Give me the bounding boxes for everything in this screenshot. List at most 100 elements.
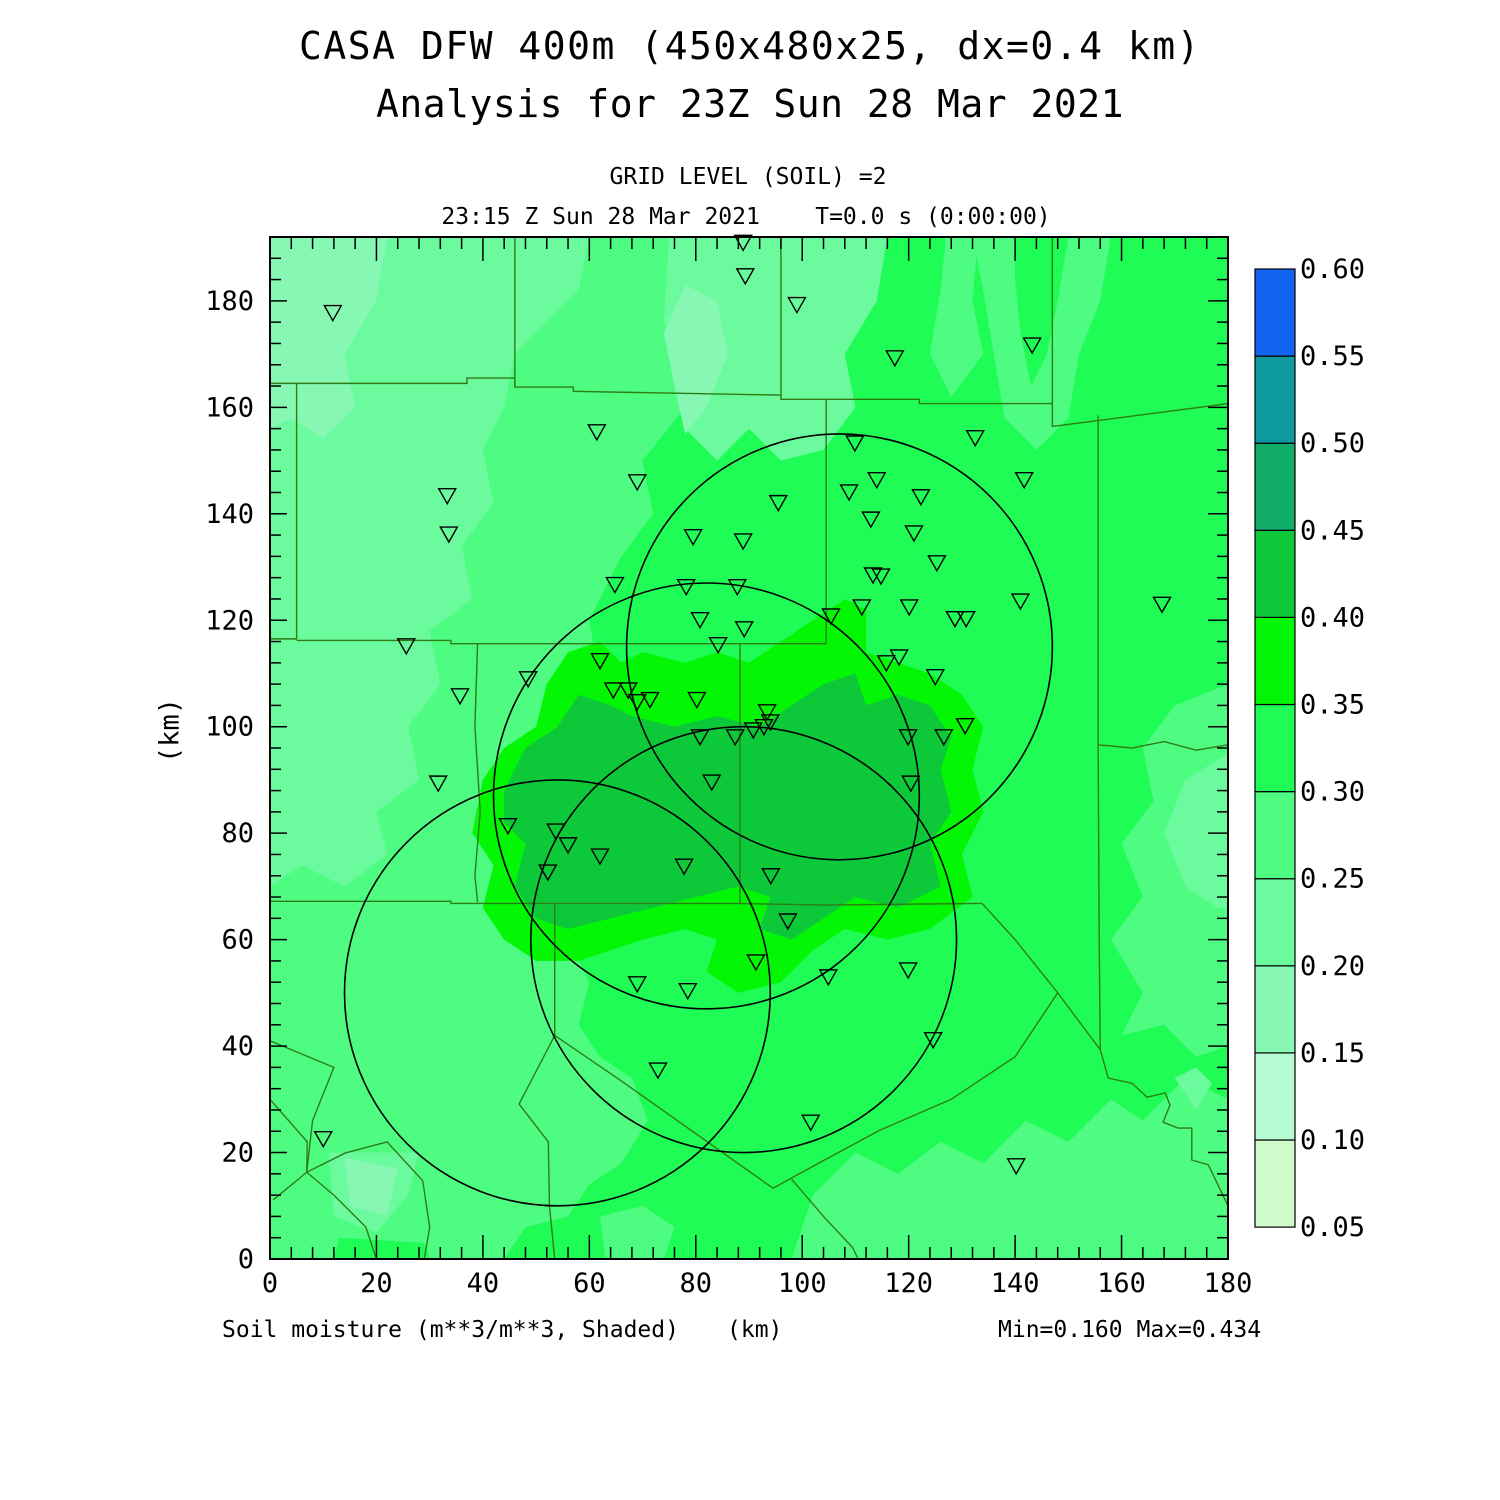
colorbar-label: 0.25 (1300, 864, 1365, 895)
station-marker-icon (733, 533, 753, 551)
station-marker-icon (757, 704, 777, 722)
station-marker-icon (396, 638, 416, 656)
station-marker-icon (761, 868, 781, 886)
station-marker-icon (898, 962, 918, 980)
x-tick-label: 100 (778, 1268, 827, 1299)
y-tick-label: 180 (205, 286, 254, 317)
colorbar-label: 0.20 (1300, 951, 1365, 982)
county-boundary-line (772, 992, 1059, 1189)
contour-region-0.20-0.25 (1174, 1067, 1213, 1110)
colorbar-label: 0.05 (1300, 1212, 1365, 1243)
contour-shading (270, 237, 1228, 1259)
station-marker-icon (437, 487, 457, 506)
colorbar-label: 0.30 (1300, 777, 1365, 808)
station-marker-icon (690, 729, 710, 747)
station-marker-icon (861, 511, 881, 529)
station-marker-icon (871, 568, 891, 586)
x-tick-label: 20 (360, 1268, 393, 1299)
colorbar-block (1254, 355, 1296, 444)
colorbar-label: 0.10 (1300, 1125, 1365, 1156)
station-marker-icon (727, 579, 747, 597)
shaded-variable-caption: Soil moisture (m**3/m**3, Shaded) (222, 1317, 679, 1343)
y-tick-label: 100 (205, 712, 254, 743)
station-marker-icon (863, 567, 883, 585)
y-tick-label: 120 (205, 605, 254, 636)
county-boundary-line (270, 383, 298, 640)
station-marker-icon (818, 969, 839, 987)
station-marker-icon (934, 729, 954, 747)
min-max-label: Min=0.160 Max=0.434 (998, 1317, 1262, 1343)
station-marker-icon (676, 579, 696, 597)
valid-time-label: 23:15 Z Sun 28 Mar 2021 T=0.0 s (0:00:00… (441, 204, 1051, 230)
county-boundary-line (270, 377, 1228, 428)
radar-range-circle (343, 779, 772, 1207)
x-tick-label: 160 (1097, 1268, 1146, 1299)
y-tick-label: 60 (221, 925, 254, 956)
station-marker-icon (708, 637, 728, 655)
station-marker-icon (1014, 472, 1034, 490)
station-marker-icon (323, 304, 343, 323)
station-marker-icon (852, 599, 872, 617)
colorbar-label: 0.35 (1300, 690, 1365, 721)
colorbar-block (1254, 268, 1296, 357)
station-markers (313, 234, 1172, 1176)
station-marker-icon (839, 484, 859, 502)
station-marker-icon (925, 668, 945, 687)
station-marker-icon (498, 818, 518, 836)
station-marker-icon (1010, 593, 1031, 611)
contour-region-0.20-0.25 (1164, 753, 1228, 908)
station-marker-icon (743, 722, 763, 740)
radar-range-circle (492, 582, 921, 1010)
colorbar-block (1254, 878, 1296, 967)
contour-region-0.20-0.25 (663, 237, 888, 461)
y-tick-label: 0 (238, 1244, 254, 1275)
colorbar: 0.05 0.10 0.15 0.20 0.25 0.30 0.35 0.40 0.45 0.50… (1254, 254, 1365, 1243)
station-marker-icon (428, 775, 448, 793)
station-marker-icon (760, 714, 780, 732)
contour-region-0.25-0.30 (599, 1205, 675, 1259)
station-marker-icon (702, 774, 722, 792)
colorbar-label: 0.60 (1300, 254, 1365, 285)
station-marker-icon (889, 649, 909, 667)
x-tick-label: 120 (884, 1268, 933, 1299)
station-marker-icon (867, 472, 887, 490)
x-axis-labels: 0 20 40 60 80 100 120 140 160 180 (262, 1268, 1253, 1299)
y-tick-label: 80 (221, 818, 254, 849)
station-marker-icon (690, 612, 710, 630)
station-marker-icon (876, 655, 897, 673)
colorbar-label: 0.15 (1300, 1038, 1365, 1069)
colorbar-label: 0.40 (1300, 602, 1365, 633)
x-tick-label: 140 (991, 1268, 1040, 1299)
station-marker-icon (904, 525, 924, 543)
colorbar-label: 0.45 (1300, 515, 1365, 546)
colorbar-block (1254, 965, 1296, 1054)
station-marker-icon (787, 296, 807, 315)
station-marker-icon (546, 823, 566, 841)
station-marker-icon (627, 693, 647, 712)
station-marker-icon (845, 435, 865, 453)
county-boundary-line (474, 643, 481, 903)
county-boundary-line (518, 1035, 556, 1259)
station-marker-icon (911, 489, 931, 507)
county-boundary-line (554, 903, 774, 1189)
contour-region-0.40-0.45 (504, 673, 952, 940)
station-marker-icon (678, 983, 698, 1001)
station-marker-icon (518, 671, 538, 689)
station-marker-icon (885, 350, 905, 368)
station-marker-icon (801, 1114, 821, 1132)
y-tick-label: 20 (221, 1138, 254, 1169)
station-marker-icon (901, 775, 921, 793)
station-marker-icon (899, 599, 919, 617)
station-marker-icon (735, 268, 755, 286)
station-marker-icon (725, 729, 745, 747)
station-marker-icon (605, 576, 625, 595)
county-boundary-line (306, 1141, 431, 1259)
station-marker-icon (640, 691, 660, 709)
colorbar-block (1254, 703, 1296, 793)
station-marker-icon (590, 653, 610, 671)
station-marker-icon (450, 688, 470, 706)
station-marker-icon (587, 424, 607, 442)
station-marker-icon (965, 429, 985, 448)
x-tick-label: 180 (1204, 1268, 1253, 1299)
